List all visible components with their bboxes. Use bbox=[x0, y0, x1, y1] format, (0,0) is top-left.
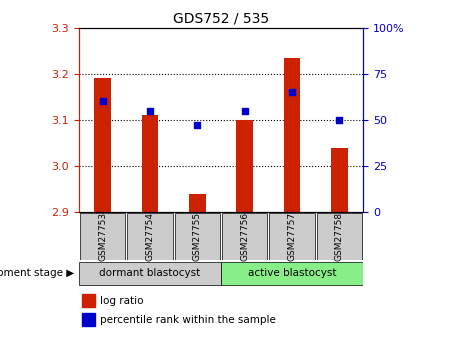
Text: GSM27756: GSM27756 bbox=[240, 212, 249, 261]
Bar bbox=[331, 148, 348, 212]
Text: GSM27753: GSM27753 bbox=[98, 212, 107, 261]
Point bbox=[193, 123, 201, 128]
Text: GSM27757: GSM27757 bbox=[288, 212, 296, 261]
FancyBboxPatch shape bbox=[222, 213, 267, 260]
FancyBboxPatch shape bbox=[175, 213, 220, 260]
Text: log ratio: log ratio bbox=[100, 296, 144, 306]
FancyBboxPatch shape bbox=[317, 213, 362, 260]
Bar bbox=[236, 120, 253, 212]
FancyBboxPatch shape bbox=[79, 262, 221, 285]
Text: GSM27755: GSM27755 bbox=[193, 212, 202, 261]
Bar bbox=[94, 78, 111, 212]
Text: development stage ▶: development stage ▶ bbox=[0, 268, 74, 278]
Text: dormant blastocyst: dormant blastocyst bbox=[99, 268, 201, 278]
Text: active blastocyst: active blastocyst bbox=[248, 268, 336, 278]
Point bbox=[146, 108, 153, 114]
Text: GSM27758: GSM27758 bbox=[335, 212, 344, 261]
Bar bbox=[284, 58, 300, 212]
Point bbox=[241, 108, 248, 114]
Bar bbox=[82, 313, 95, 326]
Title: GDS752 / 535: GDS752 / 535 bbox=[173, 11, 269, 25]
Bar bbox=[142, 115, 158, 212]
Text: GSM27754: GSM27754 bbox=[146, 212, 154, 261]
Bar bbox=[82, 294, 95, 307]
Text: percentile rank within the sample: percentile rank within the sample bbox=[100, 315, 276, 325]
Point bbox=[99, 99, 106, 104]
FancyBboxPatch shape bbox=[221, 262, 363, 285]
Bar bbox=[189, 194, 206, 212]
Point bbox=[336, 117, 343, 123]
FancyBboxPatch shape bbox=[269, 213, 315, 260]
FancyBboxPatch shape bbox=[127, 213, 173, 260]
FancyBboxPatch shape bbox=[80, 213, 125, 260]
Point bbox=[288, 89, 295, 95]
